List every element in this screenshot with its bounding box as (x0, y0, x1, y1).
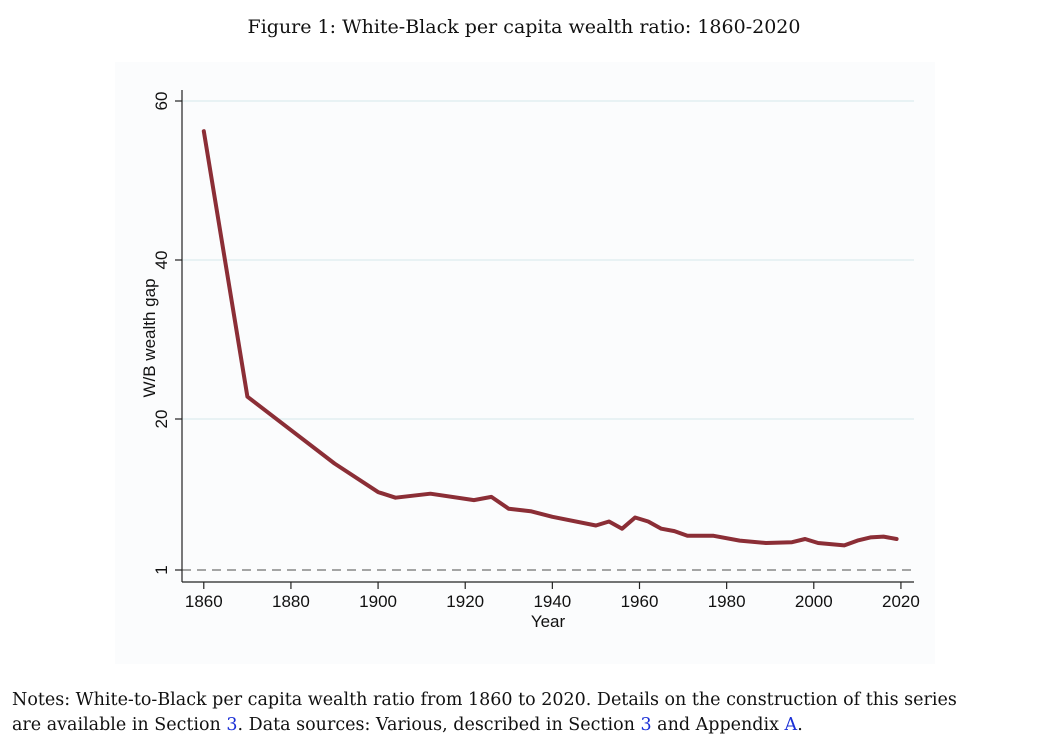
appendix-a-link[interactable]: A (784, 715, 798, 735)
x-tick-label-1900: 1900 (359, 592, 397, 611)
figure-caption: Figure 1: White-Black per capita wealth … (247, 16, 801, 38)
x-axis-label: Year (531, 612, 566, 631)
notes-line-1: Notes: White-to-Black per capita wealth … (12, 690, 957, 710)
y-tick-label-60: 60 (152, 92, 171, 111)
notes-text-b: . Data sources: Various, described in Se… (237, 715, 641, 735)
x-tick-label-1960: 1960 (621, 592, 659, 611)
notes-text-a: are available in Section (12, 715, 227, 735)
gridlines (182, 100, 914, 420)
x-tick-label-1860: 1860 (185, 592, 223, 611)
series-line-0 (201, 129, 899, 548)
x-tick-label-2020: 2020 (882, 592, 920, 611)
section-3-link-2[interactable]: 3 (640, 715, 652, 735)
line-chart: 1 20 40 60 1860 1880 1900 1920 1940 1960 1980 2000 2… (140, 90, 920, 631)
notes-text-d: . (797, 715, 803, 735)
figure-notes: Notes: White-to-Black per capita wealth … (12, 688, 1057, 738)
axes: 1 20 40 60 1860 1880 1900 1920 1940 1960 1980 2000 2… (152, 90, 920, 611)
y-tick-label-40: 40 (152, 251, 171, 270)
series-layer (201, 129, 899, 548)
y-tick-label-1: 1 (152, 565, 171, 574)
chart-panel: 1 20 40 60 1860 1880 1900 1920 1940 1960 1980 2000 2… (115, 62, 935, 664)
y-tick-label-20: 20 (152, 410, 171, 429)
x-tick-label-2000: 2000 (795, 592, 833, 611)
section-3-link[interactable]: 3 (226, 715, 238, 735)
x-tick-label-1880: 1880 (272, 592, 310, 611)
y-axis-label: W/B wealth gap (140, 278, 159, 397)
notes-text-c: and Appendix (651, 715, 785, 735)
x-tick-label-1920: 1920 (446, 592, 484, 611)
x-tick-label-1940: 1940 (533, 592, 571, 611)
x-tick-label-1980: 1980 (708, 592, 746, 611)
notes-line-2: are available in Section 3. Data sources… (12, 713, 1057, 738)
